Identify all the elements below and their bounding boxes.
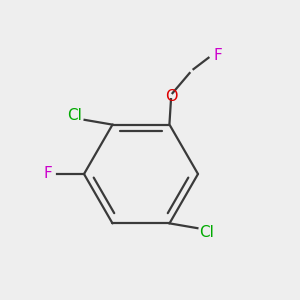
Text: Cl: Cl (68, 108, 82, 123)
Text: F: F (213, 48, 222, 63)
Text: F: F (44, 167, 52, 182)
Text: O: O (165, 88, 177, 104)
Text: Cl: Cl (200, 225, 214, 240)
